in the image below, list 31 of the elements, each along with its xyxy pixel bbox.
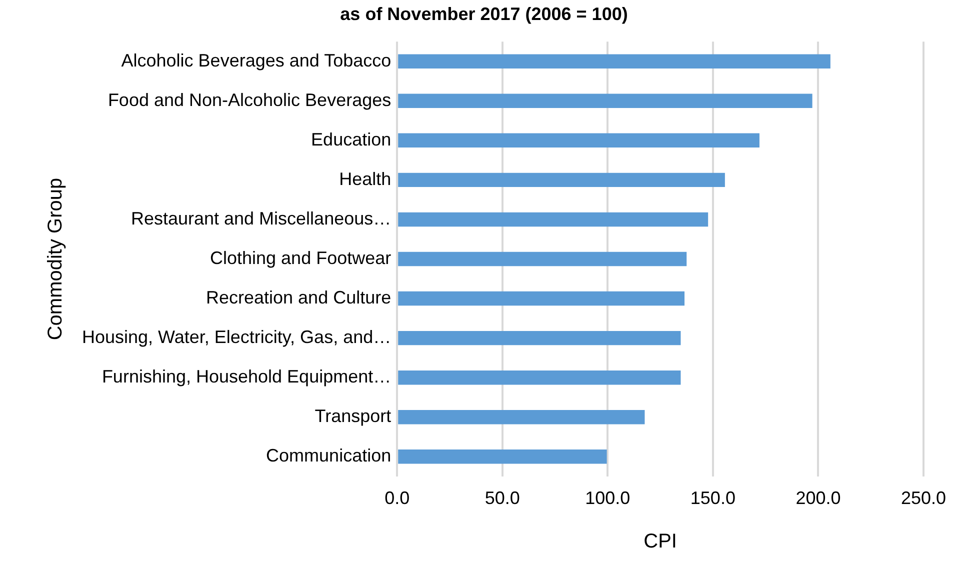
bar	[398, 172, 725, 188]
x-tick-label: 100.0	[585, 488, 630, 508]
bar	[398, 133, 760, 148]
y-tick-label: Recreation and Culture	[206, 287, 392, 308]
bar	[398, 450, 607, 464]
y-tick-label: Furnishing, Household Equipment…	[102, 366, 392, 387]
x-tick-label: 0.0	[384, 488, 410, 508]
x-tick-label: 200.0	[796, 488, 841, 508]
chart-title: as of November 2017 (2006 = 100)	[340, 4, 628, 24]
y-tick-label: Transport	[314, 406, 392, 426]
x-tick-label: 150.0	[690, 488, 736, 508]
bar	[398, 252, 687, 266]
y-tick-label: Education	[311, 129, 392, 150]
x-tick-label: 50.0	[484, 488, 520, 508]
x-tick-label: 250.0	[900, 488, 946, 508]
bar	[398, 54, 830, 68]
x-axis-title: CPI	[644, 530, 677, 553]
bar	[398, 291, 685, 306]
y-tick-label: Clothing and Footwear	[210, 248, 392, 268]
y-axis-title: Commodity Group	[44, 178, 67, 340]
bar	[398, 370, 681, 385]
bar	[398, 410, 645, 424]
y-tick-label: Restaurant and Miscellaneous…	[130, 208, 392, 228]
y-tick-label: Housing, Water, Electricity, Gas, and…	[82, 327, 392, 348]
bar	[398, 330, 681, 346]
bar	[398, 212, 708, 227]
y-tick-label: Alcoholic Beverages and Tobacco	[121, 50, 392, 70]
y-tick-label: Health	[339, 168, 392, 189]
y-tick-label: Food and Non-Alcoholic Beverages	[108, 90, 392, 110]
y-tick-label: Communication	[266, 446, 392, 466]
bar	[398, 94, 812, 108]
